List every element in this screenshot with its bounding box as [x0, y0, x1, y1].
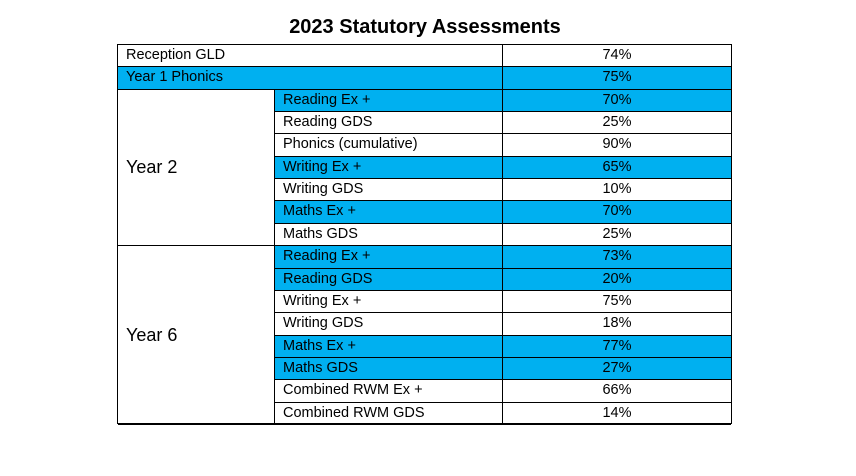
row-value: 10%	[503, 179, 731, 201]
row-label: Year 1 Phonics	[118, 67, 503, 90]
row-label: Writing GDS	[275, 179, 503, 201]
row-value: 20%	[503, 269, 731, 291]
row-value: 75%	[503, 67, 731, 90]
row-label: Reading GDS	[275, 112, 503, 134]
row-value: 27%	[503, 358, 731, 380]
row-value: 90%	[503, 134, 731, 157]
row-value: 18%	[503, 313, 731, 336]
row-label: Combined RWM Ex +	[275, 380, 503, 403]
group-label: Year 6	[118, 246, 275, 425]
row-value: 77%	[503, 336, 731, 358]
row-label: Combined RWM GDS	[275, 403, 503, 425]
row-label: Writing GDS	[275, 313, 503, 336]
row-value: 73%	[503, 246, 731, 269]
row-label: Maths Ex +	[275, 336, 503, 358]
row-value: 66%	[503, 380, 731, 403]
row-value: 70%	[503, 201, 731, 224]
row-label: Maths Ex +	[275, 201, 503, 224]
row-value: 70%	[503, 90, 731, 112]
row-label: Reception GLD	[118, 45, 503, 67]
row-value: 25%	[503, 224, 731, 246]
table-title: 2023 Statutory Assessments	[289, 16, 561, 38]
row-label: Writing Ex +	[275, 291, 503, 313]
row-label: Maths GDS	[275, 358, 503, 380]
row-label: Reading Ex +	[275, 246, 503, 269]
row-value: 14%	[503, 403, 731, 425]
row-label: Reading GDS	[275, 269, 503, 291]
group-label: Year 2	[118, 90, 275, 246]
row-value: 75%	[503, 291, 731, 313]
row-label: Writing Ex +	[275, 157, 503, 179]
row-label: Reading Ex +	[275, 90, 503, 112]
row-value: 25%	[503, 112, 731, 134]
row-label: Phonics (cumulative)	[275, 134, 503, 157]
row-value: 65%	[503, 157, 731, 179]
row-value: 74%	[503, 45, 731, 67]
row-label: Maths GDS	[275, 224, 503, 246]
